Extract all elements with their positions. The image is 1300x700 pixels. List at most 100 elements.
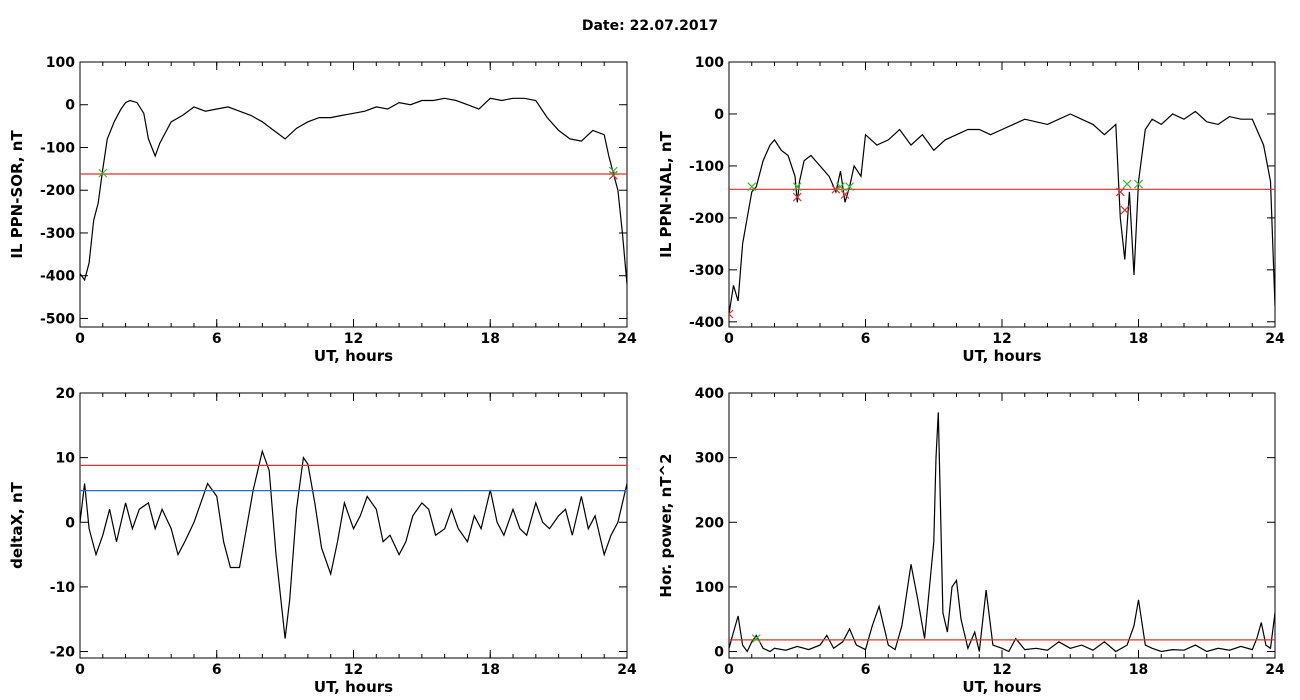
figure-title: Date: 22.07.2017 xyxy=(581,18,719,34)
y-tick-label: 100 xyxy=(695,580,724,596)
plot-area xyxy=(729,412,1275,653)
x-tick-label: 24 xyxy=(617,331,637,347)
x-tick-label: 0 xyxy=(75,662,85,678)
marker-red xyxy=(831,184,841,194)
x-tick-label: 24 xyxy=(617,662,637,678)
series-line xyxy=(80,449,627,639)
marker-stroke xyxy=(608,166,618,176)
marker-stroke xyxy=(1120,205,1130,215)
panel-1: 0 6 12 18 24 100 0 -100 -200 -300 -400 -500 UT, hour… xyxy=(8,55,637,365)
marker-green xyxy=(751,634,761,644)
y-tick-label: -400 xyxy=(689,315,724,331)
y-tick-label: -20 xyxy=(50,645,76,661)
x-tick-label: 6 xyxy=(212,331,222,347)
x-tick-label: 12 xyxy=(992,662,1011,678)
marker-green xyxy=(836,182,845,192)
x-tick-label: 12 xyxy=(344,662,363,678)
y-tick-label: 400 xyxy=(695,386,724,402)
x-tick-label: 6 xyxy=(861,662,871,678)
marker-green xyxy=(1134,179,1143,189)
x-tick-label: 6 xyxy=(212,662,222,678)
series-line xyxy=(729,412,1275,653)
y-tick-label: 200 xyxy=(695,515,724,531)
y-tick-label: -100 xyxy=(689,159,724,175)
x-axis-label: UT, hours xyxy=(962,347,1041,365)
series-line xyxy=(729,110,1275,315)
y-tick-label: -10 xyxy=(50,580,76,596)
marker-stroke xyxy=(792,182,802,192)
x-tick-label: 18 xyxy=(1129,662,1148,678)
y-tick-label: -400 xyxy=(40,269,75,285)
x-tick-label: 0 xyxy=(75,331,85,347)
x-axis-label: UT, hours xyxy=(962,678,1041,696)
series-line xyxy=(80,97,627,285)
marker-stroke xyxy=(729,309,734,315)
x-tick-label: 18 xyxy=(481,331,500,347)
marker-stroke xyxy=(751,634,761,644)
marker-stroke xyxy=(747,182,757,192)
y-tick-label: 300 xyxy=(695,451,724,467)
y-axis-label: IL PPN-NAL, nT xyxy=(657,130,675,257)
marker-stroke xyxy=(831,184,841,194)
x-tick-label: 24 xyxy=(1265,331,1285,347)
panel-2: 0 6 12 18 24 100 0 -100 -200 -300 -400 UT, hours IL … xyxy=(657,55,1285,365)
y-tick-label: 100 xyxy=(695,55,724,71)
marker-red xyxy=(608,170,618,180)
panel-4: 0 6 12 18 24 400 300 200 100 0 UT, hours Hor. power… xyxy=(657,386,1285,696)
marker-red xyxy=(792,192,802,202)
marker-green xyxy=(845,182,854,192)
x-tick-label: 12 xyxy=(344,331,363,347)
y-tick-label: 20 xyxy=(56,386,76,402)
plot-area xyxy=(80,97,627,285)
y-tick-label: 10 xyxy=(56,451,76,467)
marker-green xyxy=(98,168,108,178)
x-axis-label: UT, hours xyxy=(314,678,393,696)
marker-red xyxy=(1115,187,1125,197)
marker-stroke xyxy=(845,182,854,192)
panel-3: 0 6 12 18 24 20 10 0 -10 -20 UT, hours deltaX, nT xyxy=(8,386,637,696)
y-tick-label: 0 xyxy=(714,107,724,123)
y-tick-label: -100 xyxy=(40,140,75,156)
y-tick-label: -500 xyxy=(40,311,75,327)
x-tick-label: 6 xyxy=(861,331,871,347)
marker-stroke xyxy=(792,192,802,202)
marker-green xyxy=(747,182,757,192)
y-tick-label: -300 xyxy=(40,226,75,242)
marker-stroke xyxy=(836,182,845,192)
marker-red xyxy=(1120,205,1130,215)
y-axis-label: deltaX, nT xyxy=(8,481,26,569)
y-tick-label: -200 xyxy=(689,211,724,227)
y-axis-label: IL PPN-SOR, nT xyxy=(8,130,26,259)
plot-frame xyxy=(79,61,628,328)
plot-frame xyxy=(728,61,1276,328)
x-tick-label: 18 xyxy=(481,662,500,678)
plot-frame xyxy=(79,392,628,659)
y-axis-label: Hor. power, nT^2 xyxy=(657,453,675,597)
y-tick-label: 0 xyxy=(65,515,75,531)
plot-area xyxy=(80,449,627,639)
y-tick-label: -200 xyxy=(40,183,75,199)
marker-stroke xyxy=(840,190,850,199)
marker-green xyxy=(608,166,618,176)
y-tick-label: 0 xyxy=(65,98,75,114)
marker-stroke xyxy=(1122,179,1132,189)
x-axis-label: UT, hours xyxy=(314,347,393,365)
plot-area xyxy=(729,110,1275,319)
marker-stroke xyxy=(608,170,618,180)
x-tick-label: 12 xyxy=(992,331,1011,347)
marker-stroke xyxy=(1134,179,1143,189)
marker-red xyxy=(729,309,734,319)
marker-stroke xyxy=(729,313,734,319)
y-tick-label: -300 xyxy=(689,263,724,279)
marker-red xyxy=(840,190,850,199)
marker-stroke xyxy=(1115,187,1125,197)
marker-green xyxy=(792,182,802,192)
x-tick-label: 0 xyxy=(724,662,734,678)
plot-frame xyxy=(728,392,1276,659)
y-tick-label: 0 xyxy=(714,645,724,661)
y-tick-label: 100 xyxy=(46,55,75,71)
x-tick-label: 0 xyxy=(724,331,734,347)
marker-green xyxy=(1122,179,1132,189)
x-tick-label: 18 xyxy=(1129,331,1148,347)
